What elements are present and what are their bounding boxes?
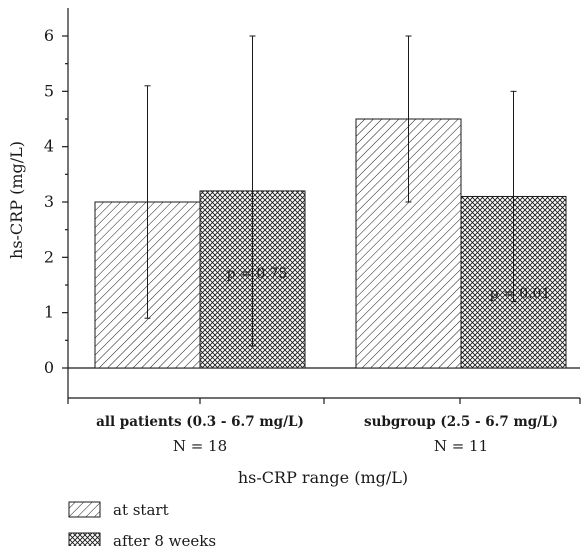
p-value-annotation: p = 0.01: [490, 286, 551, 302]
legend-swatch: [68, 501, 101, 518]
legend-swatch: [68, 532, 101, 546]
y-tick-label: 2: [44, 247, 54, 266]
x-category-n: N = 11: [434, 437, 488, 455]
x-category-n: N = 18: [173, 437, 227, 455]
bars: [94, 118, 567, 369]
legend: at start after 8 weeks: [68, 501, 216, 546]
annotations: p = 0.75 p = 0.01: [227, 266, 551, 302]
x-category-label: all patients (0.3 - 6.7 mg/L): [96, 414, 304, 430]
group-labels: all patients (0.3 - 6.7 mg/L) N = 18 subgr…: [96, 414, 558, 455]
x-ticks: [67, 398, 581, 404]
y-tick-label: 4: [44, 137, 54, 156]
y-tick-label: 1: [44, 303, 54, 322]
error-bars: [144, 35, 517, 347]
y-tick-label: 0: [44, 358, 54, 377]
y-tick-label: 3: [44, 192, 54, 211]
p-value-annotation: p = 0.75: [227, 266, 288, 282]
x-axis-label: hs-CRP range (mg/L): [238, 468, 408, 487]
y-ticks: 0 1 2 3 4 5 6: [44, 26, 68, 377]
y-tick-label: 5: [44, 81, 54, 100]
legend-label: after 8 weeks: [113, 532, 216, 546]
legend-label: at start: [113, 501, 169, 519]
x-category-label: subgroup (2.5 - 6.7 mg/L): [364, 414, 558, 430]
y-axis-label: hs-CRP (mg/L): [7, 141, 26, 259]
y-tick-label: 6: [44, 26, 54, 45]
